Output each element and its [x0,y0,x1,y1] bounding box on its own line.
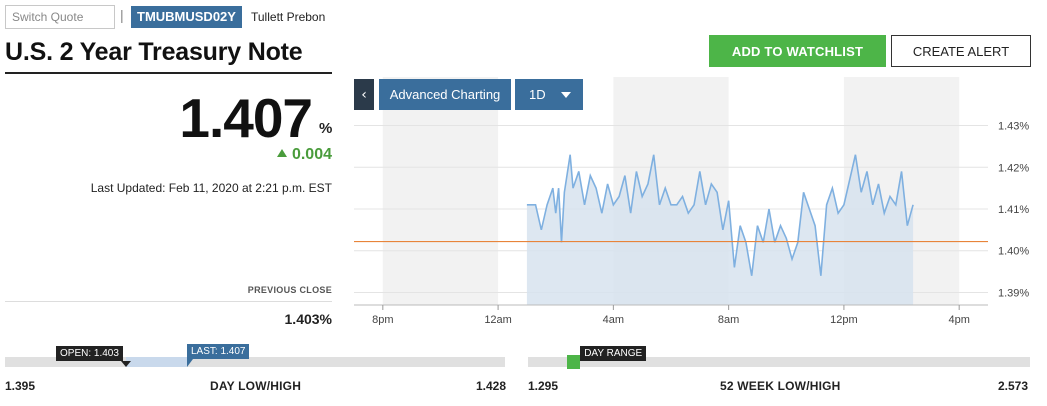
x-tick-label: 4pm [948,314,969,325]
title-divider [5,72,332,74]
chart-back-button[interactable]: ‹ [354,79,374,110]
intraday-chart[interactable]: 1.43% 1.42% 1.41% 1.40% 1.39% 8pm 12am 4am 8am 12… [354,77,1040,325]
week52-day-range-fill [567,355,581,369]
chart-band [382,77,499,305]
x-tick-label: 8am [718,314,739,325]
caret-down-icon [561,92,571,98]
week52-range-label: 52 WEEK LOW/HIGH [720,379,841,393]
x-tick-label: 12am [484,314,512,325]
last-updated: Last Updated: Feb 11, 2020 at 2:21 p.m. … [90,181,332,195]
y-tick-label: 1.40% [998,246,1029,258]
x-tick-label: 4am [603,314,624,325]
open-tag: OPEN: 1.403 [56,346,123,361]
arrow-up-icon [276,149,287,157]
time-range-value: 1D [529,87,546,102]
open-marker [121,361,131,367]
day-range-label: DAY LOW/HIGH [210,379,302,393]
page-title: U.S. 2 Year Treasury Note [5,38,303,66]
chart-area [526,154,914,305]
day-low-value: 1.395 [5,379,36,393]
last-tag: LAST: 1.407 [187,344,250,359]
add-to-watchlist-button[interactable]: ADD TO WATCHLIST [709,35,886,67]
day-range-fill [126,357,187,367]
x-tick-label: 8pm [372,314,393,325]
y-tick-label: 1.42% [998,162,1029,174]
previous-close-divider [5,301,332,302]
last-marker [187,359,193,367]
y-tick-label: 1.39% [998,287,1029,299]
price-change: 0.004 [276,146,332,164]
day-range-tag: DAY RANGE [580,346,647,361]
ticker-badge: TMUBMUSD02Y [131,6,242,28]
week52-range-track [528,357,1030,367]
previous-close-label: PREVIOUS CLOSE [247,285,332,295]
day-high-value: 1.428 [476,379,507,393]
previous-close-value: 1.403% [284,311,332,327]
data-source: Tullett Prebon [251,10,326,24]
week52-low-value: 1.295 [528,379,559,393]
price-value: 1.407 [179,87,313,149]
week52-high-value: 2.573 [998,379,1029,393]
price-unit: % [319,120,333,137]
price-change-value: 0.004 [291,146,332,163]
day-range-track [5,357,505,367]
x-tick-label: 12pm [830,314,858,325]
chart-series-line [526,154,914,276]
advanced-charting-button[interactable]: Advanced Charting [379,79,511,110]
chevron-left-icon: ‹ [361,86,367,103]
y-tick-label: 1.41% [998,204,1029,216]
create-alert-button[interactable]: CREATE ALERT [891,35,1031,67]
time-range-dropdown[interactable]: 1D [515,79,583,110]
y-tick-label: 1.43% [998,121,1029,133]
switch-quote-input[interactable] [5,5,115,29]
header-separator: | [120,7,124,23]
